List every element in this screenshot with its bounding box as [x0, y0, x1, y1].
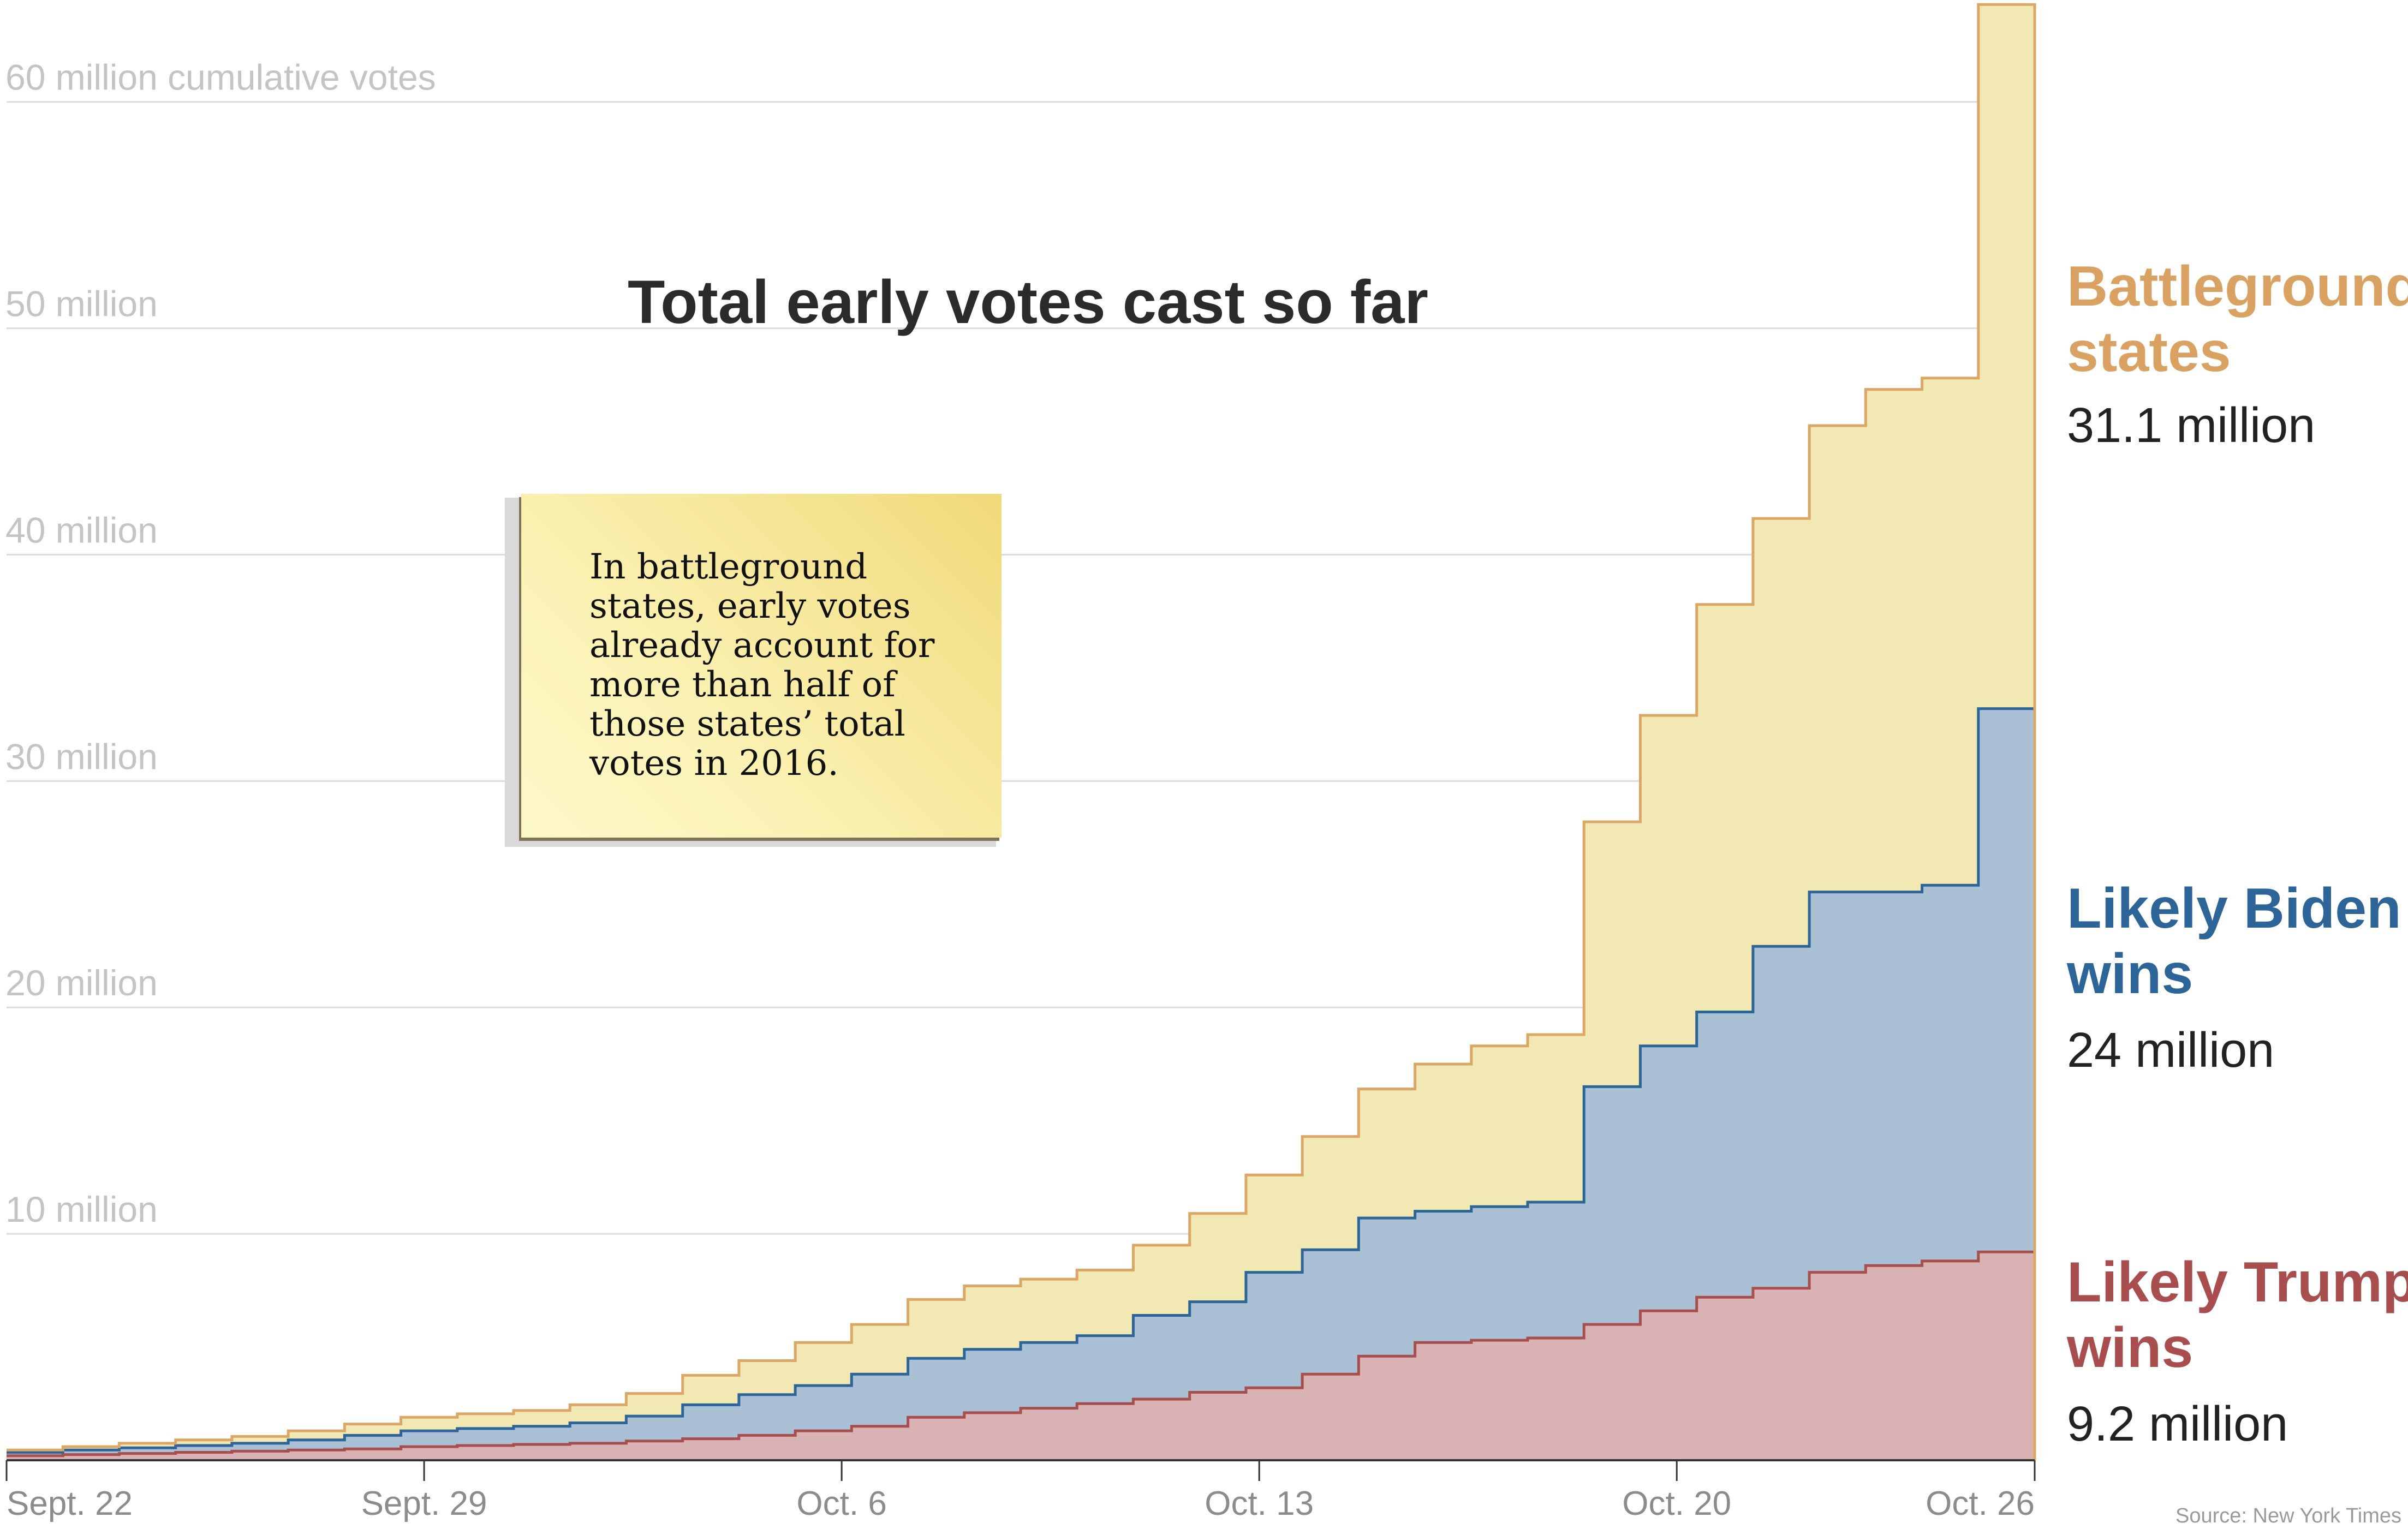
- y-tick-label-40: 40 million: [5, 510, 158, 550]
- x-tick-label-2: Oct. 6: [796, 1485, 886, 1522]
- biden-area: [7, 708, 2035, 1456]
- y-tick-labels: 10 million 20 million 30 million 40 million…: [5, 57, 436, 1229]
- sticky-note-line-3: already account for: [589, 625, 935, 666]
- source-note: Source: New York Times: [2175, 1504, 2401, 1527]
- battleground-line: [7, 3, 2036, 1460]
- battleground-total: 31.1 million: [2067, 398, 2315, 453]
- trump-line: [7, 1250, 2036, 1460]
- x-tick-label-0: Sept. 22: [7, 1485, 133, 1522]
- chart-title: Total early votes cast so far: [628, 268, 1428, 336]
- battleground-label-line-1: Battleground: [2067, 255, 2408, 318]
- sticky-note-line-2: states, early votes: [589, 586, 911, 626]
- x-tick-label-5: Oct. 26: [1926, 1485, 2035, 1522]
- stacked-areas: [7, 4, 2035, 1460]
- sticky-note: In battleground states, early votes alre…: [521, 494, 1002, 838]
- sticky-note-line-6: votes in 2016.: [589, 743, 839, 784]
- trump-total: 9.2 million: [2067, 1397, 2288, 1452]
- y-tick-label-50: 50 million: [5, 284, 158, 324]
- sticky-note-line-1: In battleground: [589, 547, 868, 587]
- trump-label-line-1: Likely Trump: [2067, 1251, 2408, 1314]
- x-tick-label-4: Oct. 20: [1622, 1485, 1731, 1522]
- battleground-label-line-2: states: [2067, 320, 2231, 384]
- y-tick-label-20: 20 million: [5, 963, 158, 1003]
- sticky-note-text: In battleground states, early votes alre…: [589, 547, 969, 783]
- battleground-label: Battleground states: [2067, 255, 2408, 384]
- biden-line: [7, 707, 2036, 1460]
- biden-label: Likely Biden wins: [2066, 877, 2408, 1006]
- biden-total: 24 million: [2067, 1023, 2274, 1078]
- x-tick-label-3: Oct. 13: [1205, 1485, 1314, 1522]
- sticky-note-line-4: more than half of: [589, 665, 896, 705]
- x-tick-labels: Sept. 22 Sept. 29 Oct. 6 Oct. 13 Oct. 20 Oct.…: [5, 1460, 2036, 1522]
- x-tick-label-1: Sept. 29: [361, 1485, 487, 1522]
- y-tick-label-60: 60 million cumulative votes: [5, 57, 436, 98]
- trump-label: Likely Trump wins: [2066, 1251, 2408, 1379]
- biden-label-line-2: wins: [2066, 942, 2193, 1006]
- y-tick-label-10: 10 million: [5, 1189, 158, 1229]
- sticky-note-line-5: those states’ total: [589, 704, 905, 744]
- biden-label-line-1: Likely Biden: [2067, 877, 2401, 940]
- y-tick-label-30: 30 million: [5, 736, 158, 777]
- trump-area: [7, 1252, 2035, 1460]
- trump-label-line-2: wins: [2066, 1316, 2193, 1379]
- series-labels: Battleground states 31.1 million Likely …: [2066, 255, 2408, 1452]
- series-lines: [7, 3, 2036, 1460]
- battleground-area: [7, 4, 2035, 1453]
